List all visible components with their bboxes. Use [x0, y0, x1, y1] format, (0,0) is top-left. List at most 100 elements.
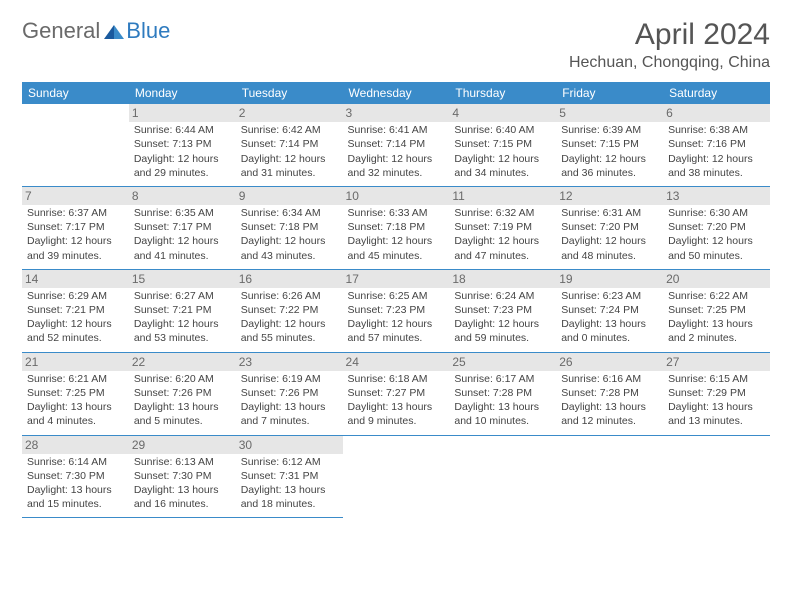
sunset-line: Sunset: 7:30 PM — [134, 469, 231, 483]
sunrise-line: Sunrise: 6:17 AM — [454, 372, 551, 386]
calendar-cell: 21Sunrise: 6:21 AMSunset: 7:25 PMDayligh… — [22, 352, 129, 435]
title-block: April 2024 Hechuan, Chongqing, China — [569, 18, 770, 72]
sunrise-line: Sunrise: 6:12 AM — [241, 455, 338, 469]
calendar-cell: 12Sunrise: 6:31 AMSunset: 7:20 PMDayligh… — [556, 186, 663, 269]
sunset-line: Sunset: 7:19 PM — [454, 220, 551, 234]
calendar-cell: 15Sunrise: 6:27 AMSunset: 7:21 PMDayligh… — [129, 269, 236, 352]
calendar-cell: 9Sunrise: 6:34 AMSunset: 7:18 PMDaylight… — [236, 186, 343, 269]
weekday-header: Saturday — [663, 82, 770, 104]
weekday-header: Tuesday — [236, 82, 343, 104]
sunset-line: Sunset: 7:22 PM — [241, 303, 338, 317]
sunset-line: Sunset: 7:13 PM — [134, 137, 231, 151]
sunrise-line: Sunrise: 6:16 AM — [561, 372, 658, 386]
calendar-cell — [663, 435, 770, 518]
sunset-line: Sunset: 7:25 PM — [668, 303, 765, 317]
weekday-header: Thursday — [449, 82, 556, 104]
logo-text-blue: Blue — [126, 18, 170, 44]
sunset-line: Sunset: 7:14 PM — [348, 137, 445, 151]
daylight-line: Daylight: 13 hours and 12 minutes. — [561, 400, 658, 428]
sunset-line: Sunset: 7:15 PM — [561, 137, 658, 151]
sunrise-line: Sunrise: 6:42 AM — [241, 123, 338, 137]
calendar-week: 28Sunrise: 6:14 AMSunset: 7:30 PMDayligh… — [22, 435, 770, 518]
calendar-cell: 10Sunrise: 6:33 AMSunset: 7:18 PMDayligh… — [343, 186, 450, 269]
calendar-cell: 18Sunrise: 6:24 AMSunset: 7:23 PMDayligh… — [449, 269, 556, 352]
daylight-line: Daylight: 12 hours and 39 minutes. — [27, 234, 124, 262]
day-number: 3 — [343, 104, 450, 122]
day-number: 18 — [449, 270, 556, 288]
daylight-line: Daylight: 13 hours and 18 minutes. — [241, 483, 338, 511]
daylight-line: Daylight: 12 hours and 48 minutes. — [561, 234, 658, 262]
sunset-line: Sunset: 7:23 PM — [454, 303, 551, 317]
daylight-line: Daylight: 13 hours and 13 minutes. — [668, 400, 765, 428]
daylight-line: Daylight: 12 hours and 59 minutes. — [454, 317, 551, 345]
day-number: 17 — [343, 270, 450, 288]
sunset-line: Sunset: 7:14 PM — [241, 137, 338, 151]
sunset-line: Sunset: 7:17 PM — [134, 220, 231, 234]
daylight-line: Daylight: 12 hours and 53 minutes. — [134, 317, 231, 345]
sunrise-line: Sunrise: 6:30 AM — [668, 206, 765, 220]
daylight-line: Daylight: 12 hours and 34 minutes. — [454, 152, 551, 180]
sunset-line: Sunset: 7:31 PM — [241, 469, 338, 483]
daylight-line: Daylight: 12 hours and 52 minutes. — [27, 317, 124, 345]
weekday-header: Wednesday — [343, 82, 450, 104]
weekday-row: Sunday Monday Tuesday Wednesday Thursday… — [22, 82, 770, 104]
daylight-line: Daylight: 12 hours and 50 minutes. — [668, 234, 765, 262]
day-number: 12 — [556, 187, 663, 205]
sunrise-line: Sunrise: 6:24 AM — [454, 289, 551, 303]
sunrise-line: Sunrise: 6:33 AM — [348, 206, 445, 220]
day-number: 13 — [663, 187, 770, 205]
sunrise-line: Sunrise: 6:35 AM — [134, 206, 231, 220]
sunrise-line: Sunrise: 6:21 AM — [27, 372, 124, 386]
calendar-cell — [556, 435, 663, 518]
calendar-cell: 5Sunrise: 6:39 AMSunset: 7:15 PMDaylight… — [556, 104, 663, 186]
sunset-line: Sunset: 7:21 PM — [27, 303, 124, 317]
calendar-cell — [449, 435, 556, 518]
day-number: 5 — [556, 104, 663, 122]
sunrise-line: Sunrise: 6:19 AM — [241, 372, 338, 386]
logo-text-general: General — [22, 18, 100, 44]
day-number: 23 — [236, 353, 343, 371]
daylight-line: Daylight: 13 hours and 0 minutes. — [561, 317, 658, 345]
day-number: 26 — [556, 353, 663, 371]
calendar-cell: 24Sunrise: 6:18 AMSunset: 7:27 PMDayligh… — [343, 352, 450, 435]
sunrise-line: Sunrise: 6:25 AM — [348, 289, 445, 303]
calendar-cell — [22, 104, 129, 186]
sunrise-line: Sunrise: 6:22 AM — [668, 289, 765, 303]
daylight-line: Daylight: 12 hours and 29 minutes. — [134, 152, 231, 180]
calendar-cell: 11Sunrise: 6:32 AMSunset: 7:19 PMDayligh… — [449, 186, 556, 269]
daylight-line: Daylight: 12 hours and 32 minutes. — [348, 152, 445, 180]
day-number: 9 — [236, 187, 343, 205]
daylight-line: Daylight: 13 hours and 5 minutes. — [134, 400, 231, 428]
sunset-line: Sunset: 7:28 PM — [561, 386, 658, 400]
sunset-line: Sunset: 7:21 PM — [134, 303, 231, 317]
day-number: 28 — [22, 436, 129, 454]
day-number: 20 — [663, 270, 770, 288]
sunset-line: Sunset: 7:24 PM — [561, 303, 658, 317]
daylight-line: Daylight: 12 hours and 47 minutes. — [454, 234, 551, 262]
calendar-cell: 1Sunrise: 6:44 AMSunset: 7:13 PMDaylight… — [129, 104, 236, 186]
calendar-cell: 23Sunrise: 6:19 AMSunset: 7:26 PMDayligh… — [236, 352, 343, 435]
daylight-line: Daylight: 12 hours and 38 minutes. — [668, 152, 765, 180]
calendar-head: Sunday Monday Tuesday Wednesday Thursday… — [22, 82, 770, 104]
calendar-cell: 2Sunrise: 6:42 AMSunset: 7:14 PMDaylight… — [236, 104, 343, 186]
sunset-line: Sunset: 7:30 PM — [27, 469, 124, 483]
weekday-header: Sunday — [22, 82, 129, 104]
weekday-header: Monday — [129, 82, 236, 104]
calendar-cell: 26Sunrise: 6:16 AMSunset: 7:28 PMDayligh… — [556, 352, 663, 435]
daylight-line: Daylight: 13 hours and 16 minutes. — [134, 483, 231, 511]
day-number: 14 — [22, 270, 129, 288]
daylight-line: Daylight: 12 hours and 45 minutes. — [348, 234, 445, 262]
sunset-line: Sunset: 7:18 PM — [348, 220, 445, 234]
sunrise-line: Sunrise: 6:15 AM — [668, 372, 765, 386]
calendar-week: 14Sunrise: 6:29 AMSunset: 7:21 PMDayligh… — [22, 269, 770, 352]
daylight-line: Daylight: 13 hours and 10 minutes. — [454, 400, 551, 428]
daylight-line: Daylight: 13 hours and 4 minutes. — [27, 400, 124, 428]
calendar-cell: 17Sunrise: 6:25 AMSunset: 7:23 PMDayligh… — [343, 269, 450, 352]
day-number: 7 — [22, 187, 129, 205]
sunrise-line: Sunrise: 6:18 AM — [348, 372, 445, 386]
sunset-line: Sunset: 7:20 PM — [561, 220, 658, 234]
calendar-week: 7Sunrise: 6:37 AMSunset: 7:17 PMDaylight… — [22, 186, 770, 269]
calendar-cell: 29Sunrise: 6:13 AMSunset: 7:30 PMDayligh… — [129, 435, 236, 518]
sunset-line: Sunset: 7:27 PM — [348, 386, 445, 400]
day-number: 19 — [556, 270, 663, 288]
